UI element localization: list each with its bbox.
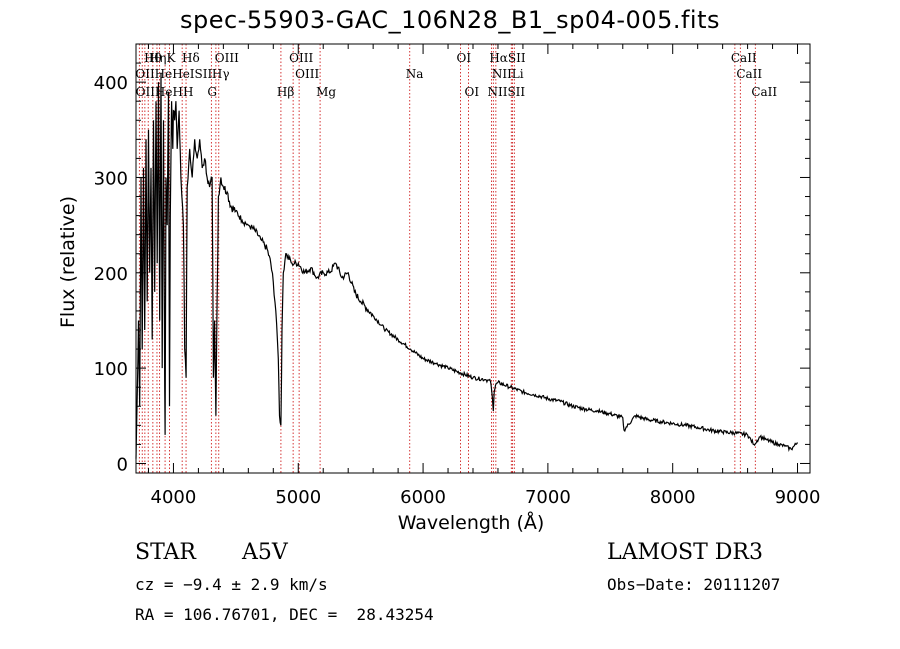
object-type: STAR [135, 540, 196, 565]
line-label: OIII [289, 51, 313, 65]
x-tick-label: 9000 [775, 487, 821, 508]
line-label: OI [465, 85, 480, 99]
x-axis-label: Wavelength (Å) [398, 511, 545, 534]
y-tick-label: 100 [94, 359, 128, 380]
x-tick-label: 6000 [400, 487, 446, 508]
spectral-class: A5V [242, 540, 288, 565]
line-label: Hδ [182, 51, 200, 65]
x-axis-ticks: 4000 5000 6000 7000 8000 9000 [147, 44, 821, 508]
x-tick-label: 4000 [151, 487, 197, 508]
line-label: NIISII [487, 85, 525, 99]
x-tick-label: 8000 [650, 487, 696, 508]
line-label: HηK [149, 51, 177, 65]
line-label: Mg [316, 85, 336, 99]
chart-title: spec-55903-GAC_106N28_B1_sp04-005.fits [179, 6, 721, 34]
obs-date: Obs−Date: 20111207 [607, 575, 781, 594]
y-tick-label: 300 [94, 168, 128, 189]
line-label: CaII [731, 51, 757, 65]
line-label: NIILi [492, 67, 524, 81]
line-label: OIIHeHeISII [135, 67, 212, 81]
line-label: G [207, 85, 217, 99]
y-axis-ticks: 0 100 200 300 400 [94, 62, 810, 475]
cz-value: cz = −9.4 ± 2.9 km/s [135, 575, 328, 594]
line-label: OIII [295, 67, 319, 81]
survey-name: LAMOST DR3 [607, 540, 763, 565]
plot-frame [135, 43, 811, 474]
y-tick-label: 0 [117, 454, 128, 475]
x-tick-label: 7000 [525, 487, 571, 508]
line-label: OIII [215, 51, 239, 65]
x-tick-label: 5000 [275, 487, 321, 508]
line-markers [138, 44, 756, 473]
line-label: CaII [736, 67, 762, 81]
line-label: Hθ [144, 51, 162, 65]
line-label: Hγ [212, 67, 230, 81]
line-label: CaII [751, 85, 777, 99]
y-tick-label: 400 [94, 73, 128, 94]
spectrum-line [135, 72, 799, 459]
ra-dec: RA = 106.76701, DEC = 28.43254 [135, 605, 434, 624]
line-label: OIIHeHH [136, 85, 194, 99]
line-label: Na [406, 67, 424, 81]
line-label: HαSII [489, 51, 526, 65]
line-label: Hβ [277, 85, 294, 99]
y-axis-label: Flux (relative) [57, 196, 79, 328]
y-tick-label: 200 [94, 264, 128, 285]
line-label: OI [457, 51, 472, 65]
